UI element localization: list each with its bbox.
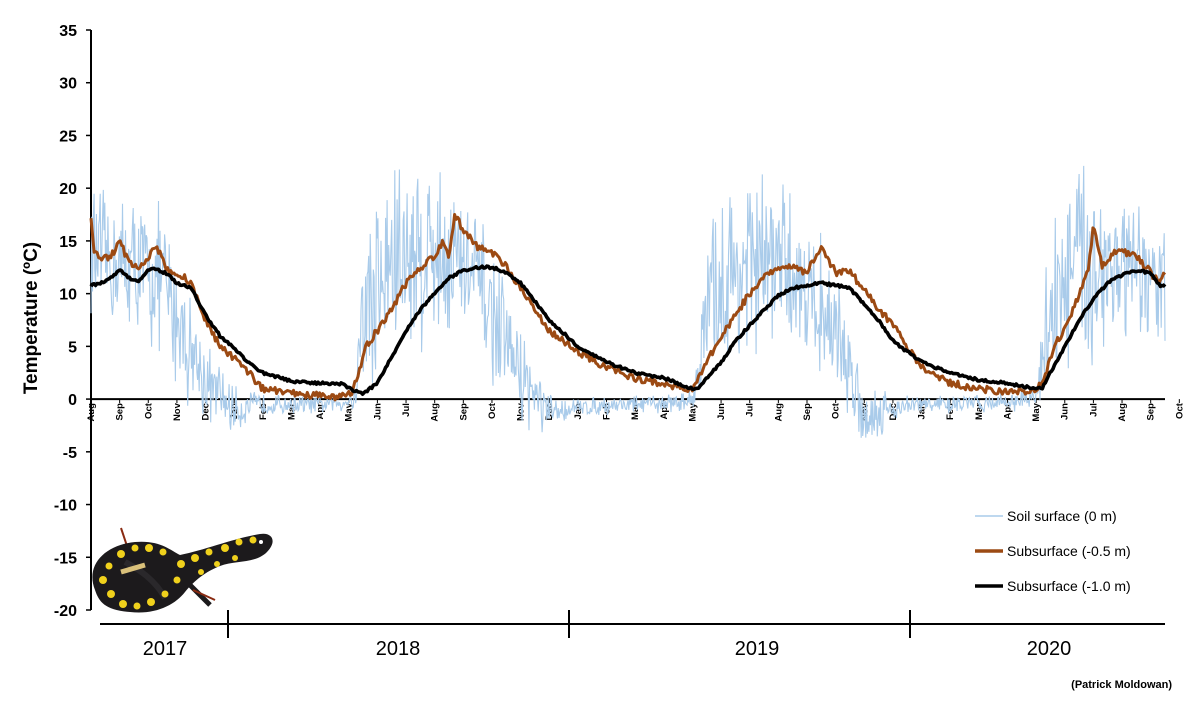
month-tick-label: Apr bbox=[315, 403, 326, 420]
legend-item: Subsurface (-1.0 m) bbox=[975, 578, 1131, 594]
month-tick-label: Mar bbox=[286, 403, 297, 420]
month-tick-label: May bbox=[1031, 402, 1042, 421]
legend: Soil surface (0 m) Subsurface (-0.5 m) Sub… bbox=[975, 508, 1131, 594]
month-tick-label: Nov bbox=[172, 402, 183, 421]
month-tick-label: Sep bbox=[802, 403, 813, 421]
month-tick-label: Aug bbox=[773, 403, 784, 422]
month-tick-label: Jan bbox=[573, 403, 584, 420]
month-tick-label: Jan bbox=[917, 403, 928, 420]
month-tick-label: Jun bbox=[372, 403, 383, 420]
month-tick-label: Aug bbox=[430, 403, 441, 422]
series-soil-surface-line bbox=[90, 165, 1166, 438]
month-tick-label: Jul bbox=[745, 403, 756, 417]
month-tick-label: Jul bbox=[401, 403, 412, 417]
year-label: 2020 bbox=[1027, 638, 1072, 660]
year-axis: 2017 2018 2019 2020 bbox=[100, 610, 1165, 660]
series-layer bbox=[89, 165, 1167, 438]
month-tick-label: Oct bbox=[487, 402, 498, 419]
series-subsurface-1-0-line bbox=[89, 264, 1167, 396]
year-label: 2018 bbox=[376, 638, 421, 660]
month-tick-label: Jun bbox=[1060, 403, 1071, 420]
month-tick-label: Mar bbox=[974, 403, 985, 420]
y-tick-label: 25 bbox=[59, 128, 77, 145]
y-tick-label: -5 bbox=[63, 445, 77, 462]
y-axis-label: Temperature (ºC) bbox=[21, 242, 42, 394]
y-tick-label: -10 bbox=[54, 498, 77, 515]
month-tick-label: Aug bbox=[86, 403, 97, 422]
y-tick-label: 5 bbox=[68, 339, 77, 356]
month-tick-label: Feb bbox=[945, 403, 956, 420]
y-axis: 35 30 25 20 15 10 5 0 -5 -10 -15 -20 bbox=[54, 23, 92, 620]
y-tick-label: 15 bbox=[59, 234, 77, 251]
y-tick-label: 35 bbox=[59, 23, 77, 40]
month-tick-label: Mar bbox=[630, 403, 641, 420]
month-tick-label: Aug bbox=[1117, 403, 1128, 422]
y-tick-label: -20 bbox=[54, 603, 77, 620]
photo-credit: (Patrick Moldowan) bbox=[1071, 679, 1172, 691]
y-tick-label: -15 bbox=[54, 550, 77, 567]
month-tick-label: Jul bbox=[1088, 403, 1099, 417]
month-tick-label: Jan bbox=[229, 403, 240, 420]
y-tick-label: 10 bbox=[59, 287, 77, 304]
month-tick-label: Oct bbox=[143, 402, 154, 419]
y-tick-label: 30 bbox=[59, 76, 77, 93]
month-tick-label: Sep bbox=[458, 403, 469, 421]
series-subsurface-0-5-line bbox=[89, 213, 1167, 402]
legend-item: Subsurface (-0.5 m) bbox=[975, 543, 1131, 559]
month-tick-label: Dec bbox=[201, 403, 212, 420]
legend-item: Soil surface (0 m) bbox=[975, 508, 1117, 524]
legend-label: Subsurface (-1.0 m) bbox=[1007, 578, 1131, 594]
y-tick-label: 20 bbox=[59, 181, 77, 198]
legend-label: Soil surface (0 m) bbox=[1007, 508, 1117, 524]
month-tick-label: Apr bbox=[659, 403, 670, 420]
month-tick-label: May bbox=[687, 402, 698, 421]
month-tick-label: Oct bbox=[1174, 402, 1185, 419]
month-tick-label: Apr bbox=[1002, 403, 1013, 420]
month-tick-label: Oct bbox=[831, 402, 842, 419]
y-tick-label: 0 bbox=[68, 392, 77, 409]
month-tick-label: Sep bbox=[115, 403, 126, 421]
legend-label: Subsurface (-0.5 m) bbox=[1007, 543, 1131, 559]
salamander-illustration bbox=[92, 527, 273, 613]
month-tick-label: Jun bbox=[716, 403, 727, 420]
year-label: 2017 bbox=[143, 638, 188, 660]
month-tick-label: May bbox=[344, 402, 355, 421]
year-label: 2019 bbox=[735, 638, 780, 660]
month-tick-label: Sep bbox=[1146, 403, 1157, 421]
